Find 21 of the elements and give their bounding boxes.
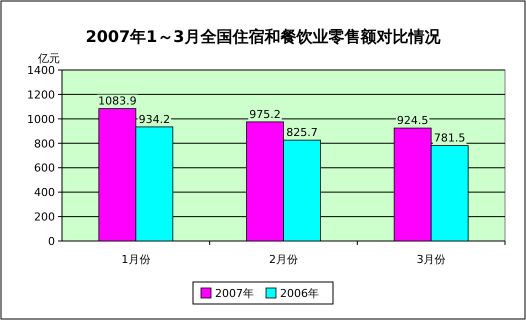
x-tick-label: 2月份 — [269, 253, 298, 266]
y-tick-label: 1400 — [27, 64, 55, 77]
y-tick-label: 400 — [34, 186, 55, 200]
x-tick-label: 3月份 — [416, 253, 446, 266]
x-tick-label: 1月份 — [121, 253, 150, 266]
chart-title: 2007年1～3月全国住宿和餐饮业零售额对比情况 — [86, 27, 442, 46]
y-tick-label: 200 — [34, 210, 55, 224]
legend-label: 2007年 — [215, 287, 254, 300]
y-tick-label: 1200 — [27, 88, 55, 102]
data-label: 825.7 — [286, 126, 318, 140]
y-tick-label: 0 — [48, 235, 55, 248]
y-axis-title: 亿元 — [37, 52, 60, 65]
y-tick-label: 800 — [34, 137, 55, 150]
data-label: 934.2 — [138, 112, 170, 126]
legend-label: 2006年 — [280, 287, 319, 300]
y-tick-label: 1000 — [27, 112, 55, 126]
y-tick-label: 600 — [34, 162, 55, 175]
data-label: 975.2 — [249, 108, 281, 121]
data-label: 924.5 — [396, 114, 428, 128]
data-label: 1083.9 — [98, 94, 137, 108]
data-label: 781.5 — [434, 132, 466, 145]
